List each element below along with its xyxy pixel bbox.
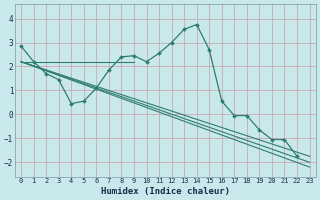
X-axis label: Humidex (Indice chaleur): Humidex (Indice chaleur) xyxy=(101,187,230,196)
